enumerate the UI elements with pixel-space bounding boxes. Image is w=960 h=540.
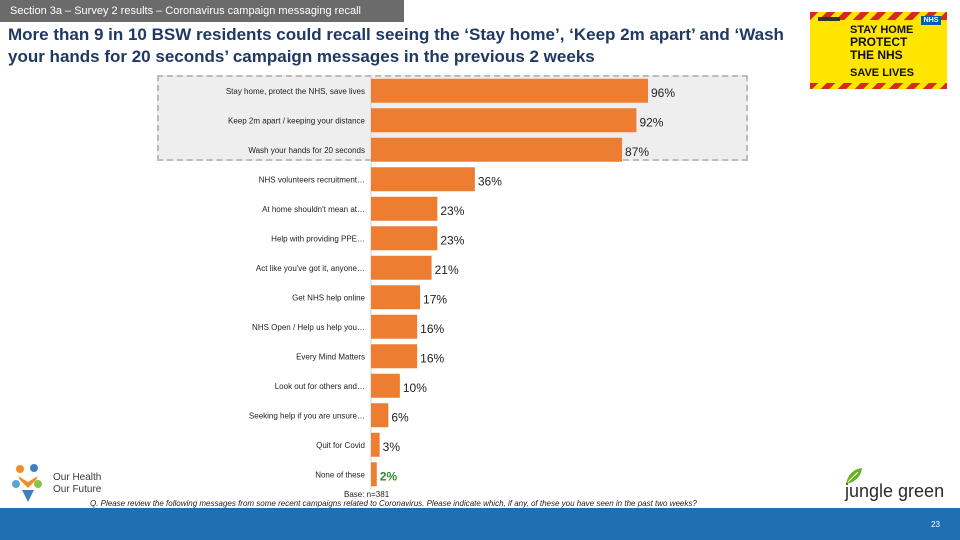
jungle-green-logo: jungle green	[842, 466, 952, 506]
bar-4	[371, 167, 475, 192]
poster-stripe-top	[810, 12, 947, 20]
poster-stripe-bottom	[810, 83, 947, 89]
bar-3	[371, 137, 623, 162]
page-title: More than 9 in 10 BSW residents could re…	[8, 25, 784, 66]
value-label-4: 36%	[478, 174, 502, 188]
logo-left-line-1: Our Health	[53, 472, 102, 483]
value-label-3: 87%	[625, 145, 649, 159]
category-label-3: Wash your hands for 20 seconds	[248, 146, 365, 155]
our-health-our-future-logo: Our Health Our Future	[8, 462, 108, 506]
value-label-9: 16%	[420, 322, 444, 336]
category-label-2: Keep 2m apart / keeping your distance	[228, 116, 366, 125]
value-label-1: 96%	[651, 86, 675, 100]
poster-line-1: STAY HOME	[850, 24, 914, 36]
crest-icon	[818, 17, 840, 21]
leaf-icon	[846, 468, 862, 484]
value-label-8: 17%	[423, 292, 447, 306]
bar-6	[371, 226, 438, 251]
value-label-14: 2%	[380, 469, 398, 483]
footer-bar: 23	[0, 508, 960, 540]
category-label-10: Every Mind Matters	[296, 352, 365, 361]
category-label-9: NHS Open / Help us help you…	[252, 323, 365, 332]
bar-11	[371, 373, 400, 398]
poster-line-4: SAVE LIVES	[850, 67, 914, 79]
value-label-7: 21%	[435, 263, 459, 277]
base-note: Base: n=381	[344, 490, 390, 499]
value-label-6: 23%	[440, 233, 464, 247]
bar-2	[371, 108, 637, 133]
category-label-1: Stay home, protect the NHS, save lives	[226, 87, 365, 96]
category-label-4: NHS volunteers recruitment…	[259, 175, 365, 184]
category-label-13: Quit for Covid	[316, 441, 365, 450]
value-label-13: 3%	[383, 440, 401, 454]
section-tab: Section 3a – Survey 2 results – Coronavi…	[0, 0, 404, 22]
campaign-poster-image: NHS STAY HOME PROTECT THE NHS SAVE LIVES	[810, 12, 947, 89]
bar-14	[371, 462, 377, 487]
bar-7	[371, 255, 432, 280]
bar-8	[371, 285, 421, 310]
question-note: Q. Please review the following messages …	[90, 499, 697, 508]
page-number: 23	[931, 520, 940, 529]
poster-line-2: PROTECT	[850, 35, 908, 49]
poster-line-3: THE NHS	[850, 48, 903, 62]
nhs-badge: NHS	[921, 16, 941, 25]
value-label-2: 92%	[639, 115, 663, 129]
category-label-14: None of these	[315, 470, 365, 479]
value-label-10: 16%	[420, 351, 444, 365]
logo-right-text: jungle green	[845, 481, 945, 501]
value-label-12: 6%	[391, 410, 409, 424]
bar-12	[371, 403, 389, 428]
value-label-5: 23%	[440, 204, 464, 218]
category-label-5: At home shouldn't mean at…	[262, 205, 365, 214]
bar-13	[371, 432, 380, 457]
category-label-11: Look out for others and…	[275, 382, 365, 391]
people-logo-icon	[12, 464, 42, 502]
category-label-8: Get NHS help online	[292, 293, 365, 302]
category-label-12: Seeking help if you are unsure…	[249, 411, 365, 420]
logo-left-line-2: Our Future	[53, 484, 102, 495]
value-label-11: 10%	[403, 381, 427, 395]
bar-5	[371, 196, 438, 221]
category-label-7: Act like you've got it, anyone…	[256, 264, 365, 273]
bar-1	[371, 78, 648, 103]
bar-10	[371, 344, 418, 369]
category-label-6: Help with providing PPE…	[271, 234, 365, 243]
bar-9	[371, 314, 418, 339]
